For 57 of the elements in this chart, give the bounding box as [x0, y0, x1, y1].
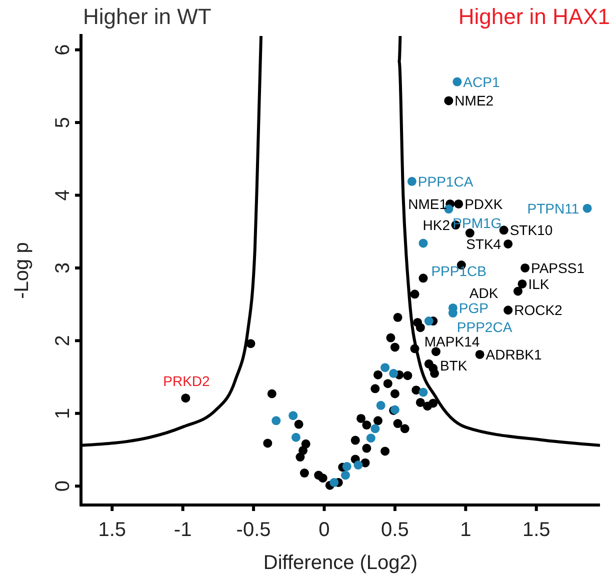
annotation: BTK — [440, 358, 468, 374]
x-tick-label: 1.5 — [522, 519, 550, 541]
y-tick-label: 2 — [52, 335, 74, 346]
annotation: PPP1CA — [418, 173, 474, 190]
point — [424, 316, 434, 326]
x-tick-label: -0.5 — [236, 519, 271, 541]
point — [370, 424, 380, 434]
annotation: PPP1CB — [431, 263, 486, 280]
annotation: ROCK2 — [514, 302, 563, 318]
point — [582, 204, 592, 213]
point — [291, 432, 300, 442]
point — [354, 460, 363, 470]
annotation: STK10 — [510, 222, 553, 238]
annotation: ACP1 — [463, 74, 500, 90]
x-tick-label: 1 — [460, 519, 472, 541]
x-tick-label: 0 — [318, 519, 330, 541]
point — [418, 238, 428, 248]
annotation: PGP — [458, 300, 489, 316]
point — [452, 77, 462, 86]
annotation: PAPSS1 — [531, 260, 585, 276]
y-tick-label: 5 — [52, 116, 74, 128]
y-tick-label: 1 — [52, 408, 74, 419]
x-tick-label: 1.5 — [98, 519, 126, 541]
y-tick-label: 0 — [52, 480, 74, 492]
annotation: ADK — [469, 285, 499, 302]
annotation: MAPK14 — [424, 334, 480, 350]
point — [380, 363, 390, 372]
annotation: HK2 — [422, 217, 450, 234]
point — [330, 478, 339, 487]
point — [418, 388, 428, 397]
x-tick-label: -1 — [174, 519, 192, 541]
annotation: PPP2CA — [456, 319, 513, 336]
annotation: PDXK — [464, 196, 504, 212]
point — [342, 462, 352, 471]
y-axis-title: -Log p — [11, 242, 33, 299]
annotation: PTPN11 — [527, 200, 580, 216]
point — [389, 368, 398, 378]
annotation: STK4 — [466, 236, 502, 252]
line-series — [398, 34, 600, 447]
point — [407, 176, 416, 186]
x-tick-label: 0.5 — [381, 519, 409, 541]
point — [288, 411, 298, 420]
x-axis-title: Difference (Log2) — [263, 552, 418, 574]
y-tick-label: 3 — [52, 262, 74, 274]
annotation: ADRBK1 — [486, 346, 542, 362]
y-tick-label: 4 — [52, 190, 74, 201]
y-tick-label: 6 — [52, 44, 74, 56]
annotation: NME2 — [454, 92, 494, 109]
annotation: PRKD2 — [163, 373, 210, 390]
annotation: NME1 — [408, 196, 448, 212]
chart-title: Higher in WT — [83, 4, 212, 29]
point — [272, 416, 281, 426]
chart-subtitle: Higher in HAX1 — [458, 4, 610, 29]
point — [340, 470, 350, 480]
point — [366, 434, 376, 443]
point — [376, 400, 386, 410]
annotation: ILK — [528, 276, 550, 292]
